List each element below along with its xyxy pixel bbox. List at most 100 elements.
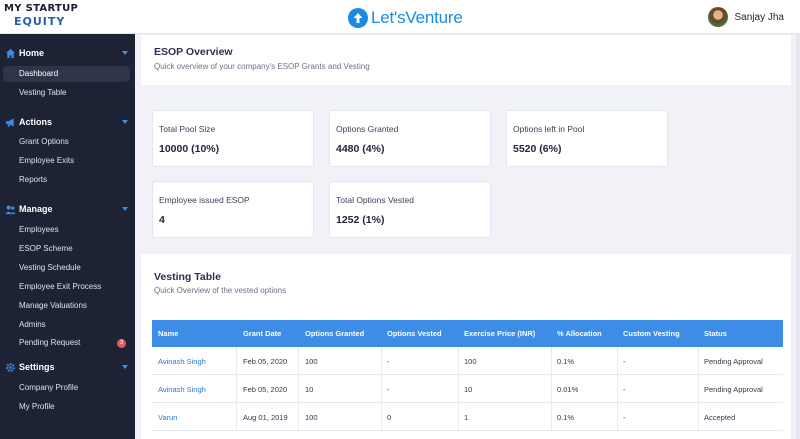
cell-status: Pending Approval [704, 357, 763, 366]
cell-divider [298, 375, 299, 403]
stat-label: Options left in Pool [513, 124, 585, 134]
arrow-up-icon [348, 8, 368, 28]
sidebar-item-my-profile[interactable]: My Profile [19, 402, 55, 411]
cell-custom-vesting: - [623, 413, 626, 422]
stat-card-options-left: Options left in Pool 5520 (6%) [506, 110, 668, 167]
cell-divider [698, 347, 699, 375]
cell-divider [458, 375, 459, 403]
col-header-allocation[interactable]: % Allocation [557, 329, 602, 338]
cell-divider [617, 347, 618, 375]
stat-card-total-vested: Total Options Vested 1252 (1%) [329, 181, 491, 238]
active-item-highlight [3, 66, 130, 82]
col-header-options-vested[interactable]: Options Vested [387, 329, 442, 338]
sidebar-item-admins[interactable]: Admins [19, 320, 46, 329]
employee-name-link[interactable]: Avinash Singh [158, 385, 206, 394]
logo-line1: MY STARTUP [4, 3, 79, 14]
cell-divider [381, 375, 382, 403]
table-row[interactable]: Avinash Singh Feb 05, 2020 10 - 10 0.01%… [152, 375, 783, 403]
sidebar-section-settings[interactable]: Settings [0, 359, 135, 375]
esop-overview-title: ESOP Overview [154, 46, 233, 58]
section-label-actions: Actions [19, 117, 53, 127]
sidebar-item-pending-request[interactable]: Pending Request [19, 338, 81, 347]
sidebar-item-vesting-schedule[interactable]: Vesting Schedule [19, 263, 81, 272]
brand-name: Let'sVenture [371, 8, 463, 27]
col-header-status[interactable]: Status [704, 329, 727, 338]
sidebar-item-grant-options[interactable]: Grant Options [19, 137, 69, 146]
stat-card-options-granted: Options Granted 4480 (4%) [329, 110, 491, 167]
col-header-options-granted[interactable]: Options Granted [305, 329, 365, 338]
cell-allocation: 0.1% [557, 357, 575, 366]
section-label-settings: Settings [19, 362, 55, 372]
sidebar-item-manage-valuations[interactable]: Manage Valuations [19, 301, 87, 310]
stat-label: Total Options Vested [336, 195, 414, 205]
sidebar-section-actions[interactable]: Actions [0, 114, 135, 130]
sidebar-item-employee-exit-process[interactable]: Employee Exit Process [19, 282, 102, 291]
col-header-grant-date[interactable]: Grant Date [243, 329, 282, 338]
cell-divider [617, 403, 618, 431]
chevron-down-icon [122, 365, 128, 369]
app-logo[interactable]: MY STARTUP EQUITY [4, 3, 104, 33]
stat-label: Employee issued ESOP [159, 195, 250, 205]
pending-count-badge: 3 [117, 339, 126, 348]
brand-logo[interactable]: Let'sVenture [348, 7, 463, 29]
sidebar-item-company-profile[interactable]: Company Profile [19, 383, 79, 392]
table-row-partial [152, 431, 783, 439]
vesting-table-title: Vesting Table [154, 271, 221, 283]
cell-divider [458, 347, 459, 375]
sidebar-item-dashboard[interactable]: Dashboard [19, 69, 59, 78]
section-label-home: Home [19, 48, 45, 58]
esop-overview-subtitle: Quick overview of your company's ESOP Gr… [154, 62, 370, 71]
cell-divider [551, 403, 552, 431]
cell-divider [617, 375, 618, 403]
cell-grant-date: Aug 01, 2019 [243, 413, 288, 422]
esop-overview-header: ESOP Overview Quick overview of your com… [141, 35, 791, 85]
col-header-exercise-price[interactable]: Exercise Price (INR) [464, 329, 536, 338]
cell-divider [698, 375, 699, 403]
stat-label: Total Pool Size [159, 124, 216, 134]
sidebar-item-reports[interactable]: Reports [19, 175, 48, 184]
sidebar-item-employee-exits[interactable]: Employee Exits [19, 156, 75, 165]
cell-grant-date: Feb 05, 2020 [243, 357, 288, 366]
section-label-manage: Manage [19, 204, 53, 214]
sidebar-section-home[interactable]: Home [0, 45, 135, 61]
logo-line2: EQUITY [14, 15, 66, 28]
top-header: MY STARTUP EQUITY Let'sVenture Sanjay Jh… [0, 0, 800, 34]
gear-icon [6, 362, 15, 372]
cell-grant-date: Feb 05, 2020 [243, 385, 288, 394]
chevron-down-icon [122, 120, 128, 124]
cell-divider [551, 375, 552, 403]
cell-divider [236, 375, 237, 403]
avatar[interactable] [707, 7, 728, 27]
cell-divider [458, 403, 459, 431]
employee-name-link[interactable]: Varun [158, 413, 178, 422]
table-row[interactable]: Avinash Singh Feb 05, 2020 100 - 100 0.1… [152, 347, 783, 375]
stat-value: 4 [159, 214, 165, 226]
cell-exercise-price: 10 [464, 385, 473, 394]
col-header-custom-vesting[interactable]: Custom Vesting [623, 329, 680, 338]
stat-value: 10000 (10%) [159, 143, 220, 155]
cell-divider [236, 403, 237, 431]
vesting-table-subtitle: Quick Overview of the vested options [154, 286, 287, 295]
cell-exercise-price: 100 [464, 357, 477, 366]
stat-value: 5520 (6%) [513, 143, 562, 155]
table-header: Name Grant Date Options Granted Options … [152, 320, 783, 347]
home-icon [5, 48, 16, 58]
employee-name-link[interactable]: Avinash Singh [158, 357, 206, 366]
cell-options-vested: 0 [387, 413, 392, 422]
sidebar: Home Dashboard Vesting Table Actions Gra… [0, 34, 135, 439]
col-header-name[interactable]: Name [158, 329, 179, 338]
cell-custom-vesting: - [623, 357, 626, 366]
cell-divider [381, 403, 382, 431]
cell-divider [236, 347, 237, 375]
sidebar-item-employees[interactable]: Employees [19, 225, 59, 234]
sidebar-item-vesting-table[interactable]: Vesting Table [19, 88, 67, 97]
cell-options-vested: - [387, 385, 390, 394]
user-menu[interactable]: Sanjay Jha [707, 7, 784, 27]
sidebar-section-manage[interactable]: Manage [0, 201, 135, 217]
stat-card-total-pool: Total Pool Size 10000 (10%) [152, 110, 314, 167]
sidebar-item-esop-scheme[interactable]: ESOP Scheme [19, 244, 73, 253]
table-row[interactable]: Varun Aug 01, 2019 100 0 1 0.1% - Accept… [152, 403, 783, 431]
scrollbar[interactable] [796, 34, 800, 439]
cell-divider [381, 347, 382, 375]
users-icon [5, 205, 16, 214]
